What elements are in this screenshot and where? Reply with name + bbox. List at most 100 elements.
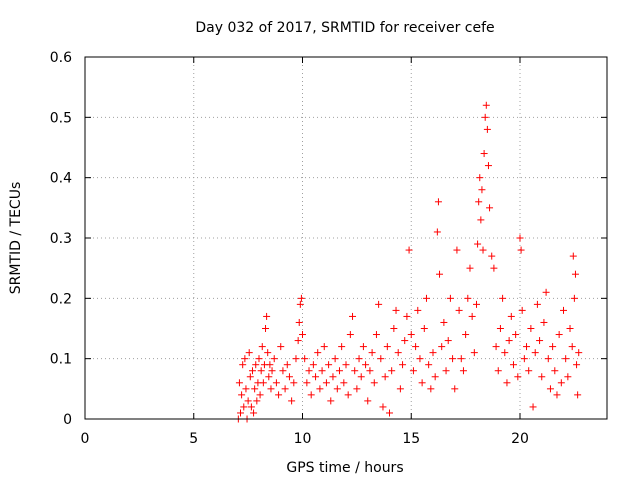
data-point — [568, 343, 576, 351]
data-point — [259, 379, 267, 387]
data-point — [381, 373, 389, 381]
data-point — [451, 385, 459, 393]
data-point — [512, 331, 520, 339]
data-point — [470, 349, 478, 357]
data-point — [483, 125, 491, 133]
data-point — [279, 367, 287, 375]
axis-ticks: 0 0.1 0.2 0.3 0.4 0.5 0.6 0 5 10 15 20 — [50, 50, 607, 447]
data-point — [571, 270, 579, 278]
data-point — [252, 361, 260, 369]
data-point — [383, 343, 391, 351]
x-tick-label: 5 — [189, 431, 198, 447]
data-point — [403, 312, 411, 320]
x-tick-label: 0 — [81, 431, 90, 447]
data-point — [427, 385, 435, 393]
data-point — [281, 385, 289, 393]
data-point — [333, 385, 341, 393]
data-point — [244, 397, 252, 405]
y-tick-label: 0.6 — [50, 50, 72, 66]
data-point — [250, 409, 258, 417]
y-tick-label: 0.2 — [50, 291, 72, 307]
data-point — [573, 361, 581, 369]
data-point — [375, 300, 383, 308]
data-point — [575, 349, 583, 357]
data-point — [486, 204, 494, 212]
data-point — [529, 403, 537, 411]
data-point — [444, 337, 452, 345]
data-point — [353, 385, 361, 393]
x-tick-label: 20 — [511, 431, 529, 447]
data-point — [499, 294, 507, 302]
data-point — [409, 367, 417, 375]
data-point — [316, 385, 324, 393]
data-point — [553, 391, 561, 399]
data-point — [401, 337, 409, 345]
data-point — [256, 391, 264, 399]
data-point — [290, 379, 298, 387]
data-point — [394, 349, 402, 357]
data-point — [517, 246, 525, 254]
data-point — [357, 373, 365, 381]
data-point — [253, 397, 261, 405]
data-point — [247, 403, 255, 411]
data-point — [270, 355, 278, 363]
data-point — [267, 385, 275, 393]
data-point — [551, 367, 559, 375]
y-tick-label: 0.3 — [50, 231, 72, 247]
data-point — [355, 355, 363, 363]
data-point — [562, 355, 570, 363]
data-point — [418, 379, 426, 387]
data-point — [235, 379, 243, 387]
data-point — [442, 367, 450, 375]
y-tick-label: 0.5 — [50, 110, 72, 126]
data-point — [257, 367, 265, 375]
data-point — [555, 331, 563, 339]
data-point — [264, 349, 272, 357]
data-point — [459, 367, 467, 375]
data-points — [234, 101, 583, 423]
x-tick-label: 15 — [402, 431, 420, 447]
data-point — [538, 373, 546, 381]
data-point — [362, 361, 370, 369]
data-point — [509, 361, 517, 369]
data-point — [434, 198, 442, 206]
data-point — [318, 367, 326, 375]
data-point — [266, 361, 274, 369]
data-point — [503, 379, 511, 387]
data-point — [390, 325, 398, 332]
data-point — [285, 373, 293, 381]
data-point — [322, 379, 330, 387]
data-point — [245, 349, 253, 357]
y-tick-label: 0.1 — [50, 352, 72, 368]
data-point — [525, 367, 533, 375]
data-point — [307, 391, 315, 399]
data-point — [346, 331, 354, 339]
data-point — [474, 240, 482, 248]
x-tick-label: 10 — [294, 431, 312, 447]
data-point — [312, 373, 320, 381]
data-point — [433, 228, 441, 236]
data-point — [480, 150, 488, 158]
data-point — [246, 373, 254, 381]
data-point — [240, 403, 248, 411]
data-point — [327, 397, 335, 405]
data-point — [544, 355, 552, 363]
data-point — [527, 325, 535, 332]
data-point — [520, 355, 528, 363]
data-point — [477, 216, 485, 224]
data-point — [265, 373, 273, 381]
data-point — [309, 361, 317, 369]
data-point — [405, 246, 413, 254]
data-point — [368, 349, 376, 357]
data-point — [392, 306, 400, 314]
data-point — [479, 246, 487, 254]
data-point — [305, 367, 313, 375]
data-point — [297, 294, 305, 302]
data-point — [370, 379, 378, 387]
data-point — [533, 300, 541, 308]
data-point — [396, 385, 404, 393]
data-point — [574, 391, 582, 399]
y-tick-label: 0.4 — [50, 171, 72, 187]
data-point — [377, 355, 385, 363]
